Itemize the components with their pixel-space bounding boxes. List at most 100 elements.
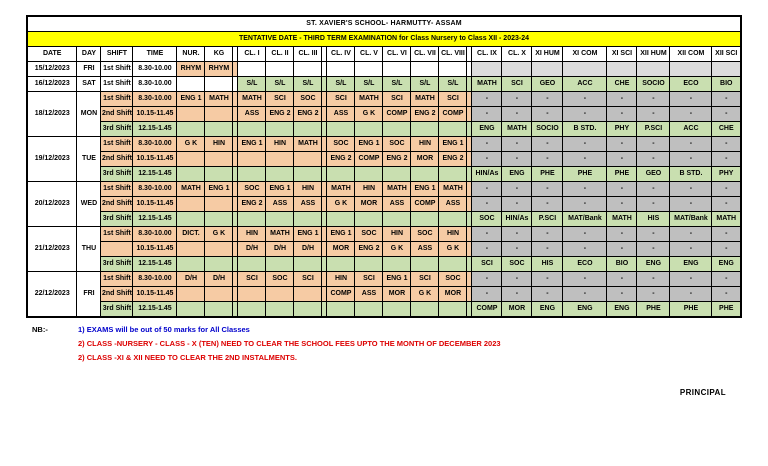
cell-empty xyxy=(354,61,384,77)
cell-empty xyxy=(237,121,267,137)
cell-empty xyxy=(176,166,206,182)
cell-dash: - xyxy=(669,271,713,287)
cell-subject: ECO xyxy=(669,76,713,92)
cell-subject: MATH xyxy=(711,211,742,227)
cell-empty xyxy=(176,211,206,227)
cell-date: 16/12/2023 xyxy=(26,76,78,92)
cell-subject: COMP xyxy=(410,196,440,212)
cell-dash: - xyxy=(711,241,742,257)
cell-dash: - xyxy=(711,226,742,242)
cell-subject: ENG 1 xyxy=(204,181,234,197)
cell-time: 10.15-11.45 xyxy=(132,151,178,167)
cell-subject: SOC xyxy=(438,271,468,287)
cell-subject: HIN xyxy=(382,226,412,242)
cell-empty xyxy=(354,166,384,182)
cell-dash: - xyxy=(471,181,503,197)
cell-date: 21/12/2023 xyxy=(26,226,78,272)
cell-dash: - xyxy=(471,271,503,287)
cell-subject: PHE xyxy=(669,301,713,318)
header-xi-sci: XI SCI xyxy=(606,46,638,62)
cell-dash: - xyxy=(606,151,638,167)
cell-dash: - xyxy=(562,226,608,242)
cell-dash: - xyxy=(711,136,742,152)
cell-subject: SCI xyxy=(438,91,468,107)
cell-dash: - xyxy=(606,181,638,197)
cell-subject: MATH xyxy=(237,91,267,107)
cell-subject: COMP xyxy=(326,286,356,302)
timetable-row: 2nd Shift 10.15-11.45 ENG 2 ASS ASS G K MOR ASS… xyxy=(27,196,742,212)
cell-shift: 1st Shift xyxy=(100,61,134,77)
cell-shift: 1st Shift xyxy=(100,271,134,287)
cell-subject: ASS xyxy=(326,106,356,122)
cell-empty xyxy=(410,256,440,272)
cell-shift: 1st Shift xyxy=(100,136,134,152)
cell-day: FRI xyxy=(76,61,102,77)
cell-empty xyxy=(531,61,564,77)
cell-dash: - xyxy=(606,241,638,257)
cell-empty xyxy=(410,121,440,137)
timetable-row: 3rd Shift 12.15-1.45 SOC HIN/As P.SCI MAT/Ban… xyxy=(27,211,742,227)
cell-dash: - xyxy=(711,91,742,107)
cell-empty xyxy=(562,61,608,77)
cell-empty xyxy=(237,211,267,227)
cell-subject: G K xyxy=(326,196,356,212)
cell-subject: P.SCI xyxy=(531,211,564,227)
cell-subject: D/H xyxy=(293,241,323,257)
cell-empty xyxy=(204,76,234,92)
cell-subject: G K xyxy=(410,286,440,302)
cell-subject: ENG 1 xyxy=(265,181,295,197)
cell-empty xyxy=(293,301,323,318)
cell-subject: SCI xyxy=(410,271,440,287)
cell-time: 8.30-10.00 xyxy=(132,91,178,107)
cell-empty xyxy=(326,61,356,77)
cell-time: 12.15-1.45 xyxy=(132,121,178,137)
cell-shift: 3rd Shift xyxy=(100,211,134,227)
cell-shift: 3rd Shift xyxy=(100,121,134,137)
cell-empty xyxy=(293,166,323,182)
cell-subject: ENG xyxy=(606,301,638,318)
cell-dash: - xyxy=(531,91,564,107)
cell-subject: B STD. xyxy=(669,166,713,182)
exam-title-row: TENTATIVE DATE - THIRD TERM EXAMINATION … xyxy=(26,31,742,47)
cell-subject: ENG 1 xyxy=(382,271,412,287)
cell-subject: SCI xyxy=(293,271,323,287)
header-cl-iii: CL. III xyxy=(293,46,323,62)
cell-subject: MATH xyxy=(410,91,440,107)
cell-subject: ENG 2 xyxy=(410,106,440,122)
nb-label: NB:- xyxy=(32,325,48,334)
cell-day: WED xyxy=(76,181,102,227)
cell-subject: GEO xyxy=(636,166,671,182)
cell-dash: - xyxy=(531,151,564,167)
cell-subject: MATH xyxy=(204,91,234,107)
cell-subject: ACC xyxy=(669,121,713,137)
cell-subject: SCI xyxy=(501,76,533,92)
cell-dash: - xyxy=(636,91,671,107)
cell-dash: - xyxy=(531,271,564,287)
cell-empty xyxy=(293,121,323,137)
cell-subject: ENG 1 xyxy=(176,91,206,107)
cell-subject: S/L xyxy=(326,76,356,92)
cell-subject: PHE xyxy=(636,301,671,318)
cell-subject: MATH xyxy=(293,136,323,152)
cell-subject: HIN xyxy=(204,136,234,152)
cell-empty xyxy=(204,211,234,227)
cell-dash: - xyxy=(501,271,533,287)
cell-subject: S/L xyxy=(382,76,412,92)
cell-empty xyxy=(410,301,440,318)
cell-subject: COMP xyxy=(471,301,503,318)
cell-subject: HIN xyxy=(410,136,440,152)
cell-dash: - xyxy=(501,91,533,107)
cell-subject: MOR xyxy=(501,301,533,318)
cell-empty xyxy=(354,211,384,227)
cell-subject: MOR xyxy=(326,241,356,257)
cell-empty xyxy=(265,151,295,167)
cell-empty xyxy=(326,211,356,227)
exam-title: TENTATIVE DATE - THIRD TERM EXAMINATION … xyxy=(26,31,742,47)
cell-subject: MOR xyxy=(410,151,440,167)
cell-dash: - xyxy=(669,196,713,212)
cell-empty xyxy=(711,61,742,77)
cell-empty xyxy=(326,301,356,318)
cell-empty xyxy=(382,256,412,272)
cell-empty xyxy=(410,211,440,227)
